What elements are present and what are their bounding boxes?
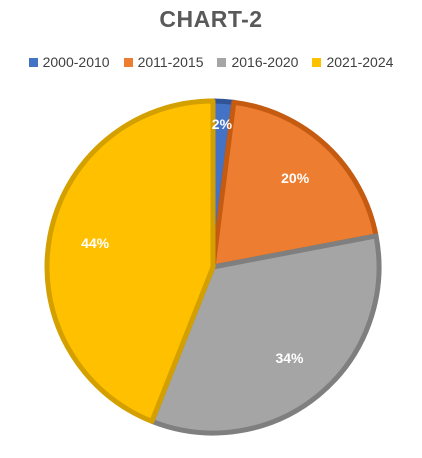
legend: 2000-2010 2011-2015 2016-2020 2021-2024 [0,54,422,70]
legend-label-2021-2024: 2021-2024 [326,54,394,70]
pie-slice-2016-2020 [149,233,382,436]
data-label-2000-2010: 2% [212,116,233,132]
legend-swatch-2011-2015 [123,57,133,67]
legend-label-2011-2015: 2011-2015 [137,54,204,70]
data-label-2016-2020: 34% [275,350,304,366]
legend-item-2011-2015: 2011-2015 [123,54,204,70]
legend-swatch-2000-2010 [28,57,38,67]
legend-item-2000-2010: 2000-2010 [28,54,110,70]
data-label-2021-2024: 44% [81,235,110,251]
pie-slice-2011-2015 [210,99,379,270]
chart-title: CHART-2 [159,6,263,32]
data-label-2011-2015: 20% [281,170,310,186]
legend-item-2016-2020: 2016-2020 [217,54,298,70]
legend-label-2016-2020: 2016-2020 [231,54,299,70]
legend-item-2021-2024: 2021-2024 [312,54,393,70]
legend-label-2000-2010: 2000-2010 [42,54,110,70]
legend-swatch-2021-2024 [312,57,322,67]
legend-swatch-2016-2020 [217,57,227,67]
pie-slice-2021-2024 [44,98,216,424]
